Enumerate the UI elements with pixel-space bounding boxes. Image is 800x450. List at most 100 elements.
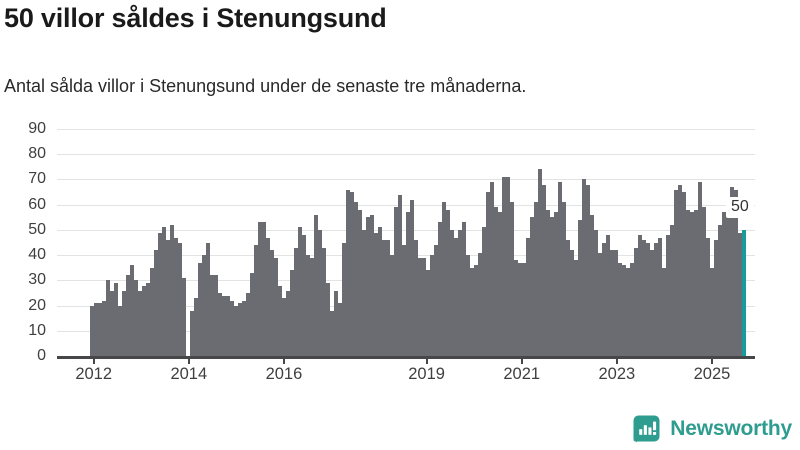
bar: [414, 240, 418, 357]
bar: [642, 240, 646, 357]
x-axis-tick: [710, 358, 713, 364]
bar: [662, 267, 666, 357]
bar: [190, 310, 194, 357]
bar: [242, 300, 246, 357]
bar: [538, 169, 542, 357]
bar: [106, 280, 110, 357]
x-axis-tick: [520, 358, 523, 364]
bar: [274, 257, 278, 357]
bar: [618, 262, 622, 357]
y-axis-tick-label: 90: [28, 120, 46, 137]
bar: [478, 252, 482, 357]
bar: [122, 290, 126, 357]
x-axis-tick-label: 2025: [693, 365, 731, 383]
bar: [426, 270, 430, 357]
bar: [438, 222, 442, 357]
bar: [670, 224, 674, 357]
bar: [434, 245, 438, 357]
bar: [590, 214, 594, 357]
bar: [202, 255, 206, 357]
bar: [310, 257, 314, 357]
bar: [206, 242, 210, 357]
bar: [402, 245, 406, 357]
y-axis-tick-label: 70: [28, 170, 46, 188]
bar: [298, 227, 302, 357]
bar: [490, 182, 494, 357]
bar: [638, 235, 642, 357]
bar: [378, 227, 382, 357]
value-label: 50: [726, 197, 754, 218]
bar: [150, 267, 154, 357]
bar: [194, 298, 198, 357]
x-axis-tick: [615, 358, 618, 364]
bar: [410, 199, 414, 357]
bar: [442, 202, 446, 357]
gridline: [57, 204, 755, 206]
bar: [682, 192, 686, 357]
bar: [578, 219, 582, 357]
bar: [698, 182, 702, 357]
bar: [630, 262, 634, 357]
gridline: [57, 305, 755, 307]
bar: [534, 202, 538, 357]
gridline: [57, 129, 755, 130]
bar: [322, 247, 326, 357]
bar: [686, 209, 690, 357]
bar: [502, 176, 506, 357]
bar: [518, 262, 522, 357]
gridline: [57, 154, 755, 156]
chart-title: 50 villor såldes i Stenungsund: [4, 3, 387, 33]
bar: [626, 267, 630, 357]
bar: [458, 229, 462, 357]
bar: [362, 229, 366, 357]
bar: [522, 262, 526, 357]
bar: [666, 235, 670, 357]
bar: [334, 290, 338, 357]
bar: [214, 275, 218, 357]
bar: [614, 250, 618, 357]
bar: [282, 298, 286, 357]
bar: [326, 282, 330, 357]
bar: [338, 303, 342, 357]
bar: [566, 240, 570, 357]
newsworthy-logo[interactable]: Newsworthy: [632, 414, 792, 443]
bar: [218, 293, 222, 357]
bar: [134, 280, 138, 357]
bar: [154, 250, 158, 357]
bar: [678, 184, 682, 357]
bar: [610, 250, 614, 357]
bar: [706, 237, 710, 357]
bar: [358, 209, 362, 357]
bar: [430, 255, 434, 357]
bar: [270, 250, 274, 357]
bar: [466, 255, 470, 357]
bar: [266, 237, 270, 357]
bar: [690, 212, 694, 357]
bar: [366, 217, 370, 357]
bar: [126, 275, 130, 357]
bar: [510, 202, 514, 357]
bar: [226, 295, 230, 357]
bar: [342, 242, 346, 357]
bar: [158, 232, 162, 357]
bar: [710, 267, 714, 357]
bar: [574, 260, 578, 357]
y-axis-tick-label: 60: [28, 195, 46, 213]
bar: [118, 305, 122, 357]
bar: [350, 192, 354, 357]
bar: [654, 242, 658, 357]
bar: [306, 255, 310, 357]
bar: [254, 245, 258, 357]
bar: [422, 257, 426, 357]
bar: [222, 295, 226, 357]
bar: [730, 187, 734, 357]
bar: [250, 272, 254, 357]
bar: [138, 290, 142, 357]
bar: [382, 240, 386, 357]
bar: [294, 247, 298, 357]
y-axis-tick-label: 80: [28, 145, 46, 163]
bar: [386, 240, 390, 357]
x-axis-tick-label: 2014: [170, 365, 208, 383]
bar: [314, 214, 318, 357]
gridline: [57, 330, 755, 332]
